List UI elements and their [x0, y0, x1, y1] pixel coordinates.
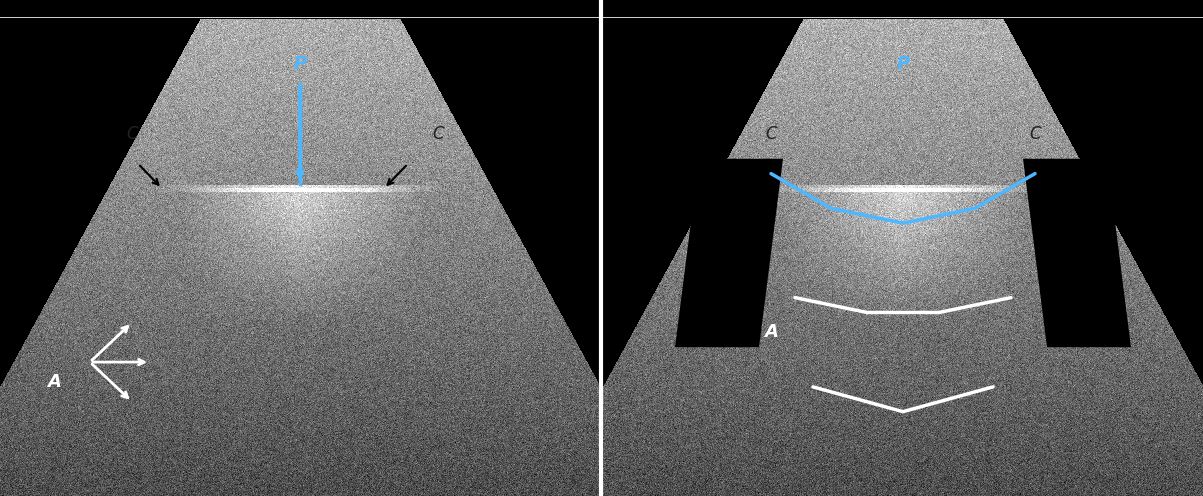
Text: C: C — [765, 125, 777, 143]
Text: P: P — [294, 56, 307, 73]
Polygon shape — [1023, 159, 1131, 347]
Text: P: P — [896, 56, 909, 73]
Text: A: A — [47, 373, 61, 391]
Text: A: A — [764, 323, 778, 341]
Text: C: C — [126, 125, 138, 143]
Text: C: C — [1030, 125, 1041, 143]
Polygon shape — [675, 159, 783, 347]
Text: C: C — [432, 125, 444, 143]
